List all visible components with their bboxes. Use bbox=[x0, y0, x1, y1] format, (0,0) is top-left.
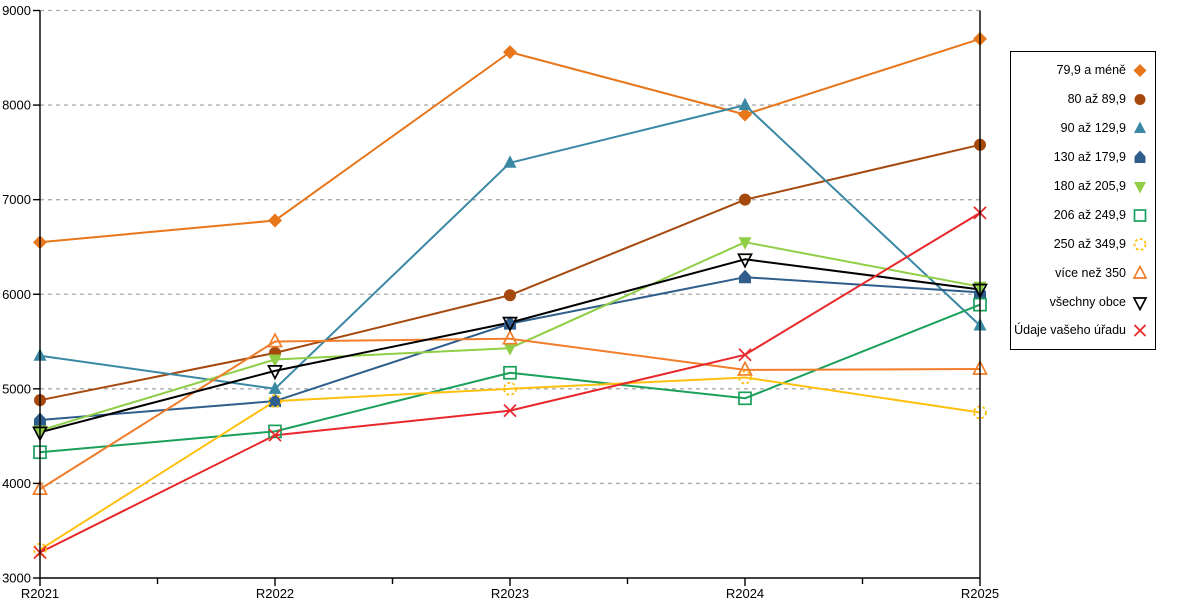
data-point-marker bbox=[503, 155, 517, 168]
data-point-marker bbox=[502, 316, 518, 332]
legend-label: 79,9 a méně bbox=[1056, 63, 1127, 78]
data-point-marker bbox=[739, 193, 751, 206]
triangle-down-icon bbox=[1134, 182, 1146, 194]
legend-item: všechny obce bbox=[1015, 293, 1149, 311]
data-point-marker bbox=[502, 329, 518, 345]
data-point-marker bbox=[268, 381, 282, 394]
triangle-down-icon bbox=[1132, 296, 1148, 311]
legend-item: 180 až 205,9 bbox=[1015, 177, 1149, 195]
data-point-marker bbox=[268, 428, 282, 442]
x-axis-tick-label: R2024 bbox=[726, 586, 764, 600]
data-point-marker bbox=[737, 253, 753, 269]
data-point-marker bbox=[503, 365, 517, 380]
data-point-marker bbox=[738, 391, 752, 406]
data-point-marker bbox=[503, 343, 517, 356]
data-point-marker bbox=[738, 237, 752, 250]
data-point-marker bbox=[503, 403, 517, 418]
legend-label: Údaje vašeho úřadu bbox=[1014, 323, 1126, 338]
y-axis-tick-label: 8000 bbox=[2, 98, 31, 113]
triangle-up-icon bbox=[1132, 264, 1148, 279]
y-axis-tick-label: 5000 bbox=[2, 381, 31, 396]
data-point-marker bbox=[738, 348, 752, 362]
data-point-marker bbox=[267, 332, 283, 348]
data-point-marker bbox=[738, 97, 752, 111]
series-line bbox=[39, 37, 981, 244]
x-axis-tick-label: R2021 bbox=[21, 586, 59, 600]
legend-item: 79,9 a méně bbox=[1015, 61, 1149, 79]
data-point-marker bbox=[269, 393, 281, 408]
series-line bbox=[39, 376, 981, 551]
data-point-marker bbox=[739, 269, 751, 284]
square-icon bbox=[1133, 209, 1147, 222]
legend-label: 90 až 129,9 bbox=[1060, 121, 1126, 136]
chart-legend: 79,9 a méně 80 až 89,9 90 až 129,9 130 a… bbox=[1010, 51, 1156, 350]
legend-label: 180 až 205,9 bbox=[1053, 179, 1126, 193]
legend-label: 206 až 249,9 bbox=[1053, 207, 1126, 222]
x-axis-tick-label: R2025 bbox=[961, 586, 999, 600]
legend-item: více než 350 bbox=[1015, 264, 1149, 282]
diamond-icon bbox=[1133, 64, 1147, 78]
series-line bbox=[39, 303, 981, 454]
x-axis-tick-label: R2023 bbox=[491, 586, 529, 600]
x-icon bbox=[1133, 324, 1147, 338]
data-point-marker bbox=[268, 213, 282, 228]
data-point-marker bbox=[268, 394, 282, 409]
y-axis-tick-label: 3000 bbox=[2, 571, 31, 586]
y-axis-tick-label: 9000 bbox=[2, 3, 31, 18]
triangle-up-icon bbox=[1134, 121, 1146, 134]
circle-icon bbox=[1134, 94, 1146, 106]
x-axis-tick-label: R2022 bbox=[256, 586, 294, 600]
legend-item: 90 až 129,9 bbox=[1015, 119, 1149, 137]
y-axis-tick-label: 4000 bbox=[2, 476, 31, 491]
pentagon-icon bbox=[1134, 150, 1146, 164]
data-point-marker bbox=[504, 289, 516, 302]
legend-item: 250 až 349,9 bbox=[1015, 235, 1149, 253]
circle-dashed-icon bbox=[1133, 237, 1147, 251]
legend-item: 206 až 249,9 bbox=[1015, 206, 1149, 224]
legend-label: více než 350 bbox=[1055, 265, 1126, 280]
data-point-marker bbox=[737, 360, 753, 376]
data-point-marker bbox=[503, 381, 517, 396]
legend-item: 130 až 179,9 bbox=[1015, 148, 1149, 166]
data-point-marker bbox=[268, 354, 282, 368]
legend-label: 130 až 179,9 bbox=[1053, 150, 1126, 165]
data-point-marker bbox=[503, 45, 517, 60]
legend-item: 80 až 89,9 bbox=[1015, 90, 1149, 108]
y-axis-tick-label: 6000 bbox=[2, 287, 31, 302]
legend-label: 250 až 349,9 bbox=[1053, 236, 1126, 251]
data-point-marker bbox=[268, 424, 282, 439]
legend-label: 80 až 89,9 bbox=[1067, 92, 1126, 107]
legend-label: všechny obce bbox=[1049, 294, 1126, 309]
data-point-marker bbox=[267, 365, 283, 381]
legend-item: Údaje vašeho úřadu bbox=[1014, 321, 1149, 339]
data-point-marker bbox=[738, 107, 752, 122]
data-point-marker bbox=[738, 370, 752, 385]
y-axis-tick-label: 7000 bbox=[2, 192, 31, 207]
